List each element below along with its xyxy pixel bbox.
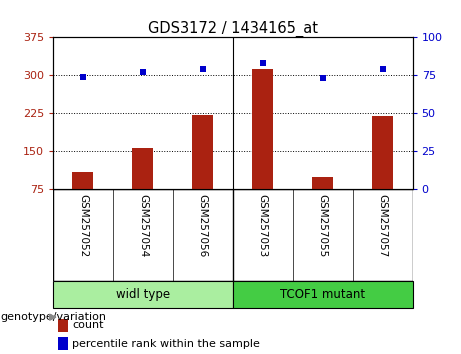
Bar xyxy=(252,69,273,189)
Title: GDS3172 / 1434165_at: GDS3172 / 1434165_at xyxy=(148,21,318,37)
Text: percentile rank within the sample: percentile rank within the sample xyxy=(72,339,260,349)
Bar xyxy=(312,177,333,189)
Text: GSM257052: GSM257052 xyxy=(78,194,88,257)
Text: GSM257057: GSM257057 xyxy=(378,194,388,257)
Point xyxy=(259,60,266,66)
Point xyxy=(379,66,386,72)
Bar xyxy=(58,319,68,332)
Bar xyxy=(53,281,233,308)
Text: genotype/variation: genotype/variation xyxy=(0,312,106,322)
Point xyxy=(319,75,326,81)
Text: count: count xyxy=(72,320,104,331)
Bar xyxy=(233,281,413,308)
Text: TCOF1 mutant: TCOF1 mutant xyxy=(280,288,365,301)
Text: GSM257053: GSM257053 xyxy=(258,194,268,257)
Point xyxy=(139,69,147,75)
Bar xyxy=(192,115,213,189)
Bar xyxy=(72,172,94,189)
Bar xyxy=(132,148,154,189)
Point xyxy=(79,74,87,80)
Bar xyxy=(58,337,68,350)
Text: GSM257056: GSM257056 xyxy=(198,194,208,257)
Text: widl type: widl type xyxy=(116,288,170,301)
Text: GSM257055: GSM257055 xyxy=(318,194,328,257)
Point xyxy=(199,66,207,72)
Text: GSM257054: GSM257054 xyxy=(138,194,148,257)
Bar xyxy=(372,116,393,189)
